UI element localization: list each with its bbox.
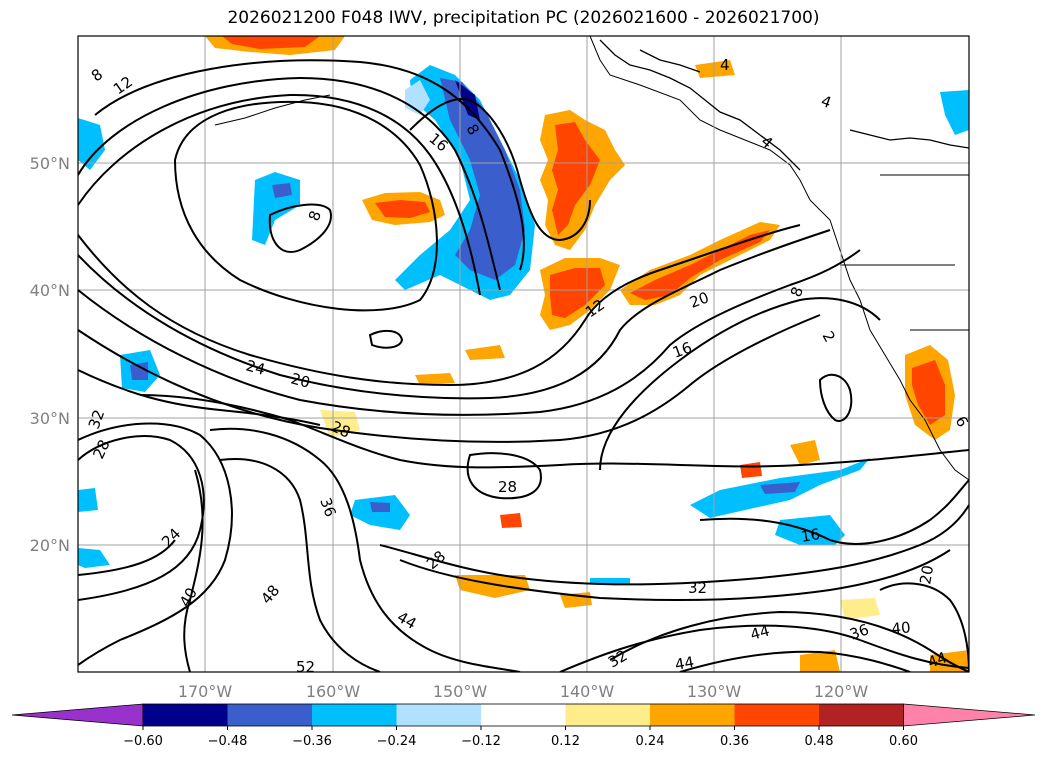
colorbar-tick-label: 0.12 — [551, 734, 580, 749]
colorbar-segment — [481, 704, 566, 726]
map-title: 2026021200 F048 IWV, precipitation PC (2… — [227, 8, 820, 28]
lat-label-50n: 50°N — [30, 154, 70, 173]
contour-label: 20 — [916, 564, 937, 586]
colorbar-tick-label: 0.48 — [805, 734, 834, 749]
colorbar-tick-label: 0.60 — [889, 734, 918, 749]
contour-label: 16 — [800, 525, 822, 546]
map-frame — [77, 35, 970, 673]
contour-label: 44 — [748, 622, 771, 644]
latitude-labels: 50°N 40°N 30°N 20°N — [30, 154, 70, 555]
contour-label: 24 — [244, 356, 267, 378]
lon-label-170w: 170°W — [178, 682, 233, 701]
lat-label-20n: 20°N — [30, 536, 70, 555]
lat-label-40n: 40°N — [30, 281, 70, 300]
map-panel — [78, 36, 969, 672]
colorbar-extension-high — [903, 703, 1036, 727]
lon-label-140w: 140°W — [560, 682, 615, 701]
colorbar-segment — [143, 704, 228, 726]
colorbar: −0.60 −0.48 −0.36 −0.24 −0.12 0.12 0.24 0.36 0.4… — [11, 703, 1036, 749]
colorbar-segment — [565, 704, 651, 726]
contour-label: 44 — [674, 653, 696, 674]
colorbar-segment — [734, 704, 820, 726]
iwv-contour-layer — [78, 59, 969, 672]
contour-label: 20 — [289, 369, 312, 391]
contour-label: 40 — [891, 618, 912, 638]
colorbar-segment — [396, 704, 482, 726]
contour-label: 44 — [925, 648, 949, 671]
lon-label-130w: 130°W — [687, 682, 742, 701]
colorbar-segment — [227, 704, 313, 726]
precipitation-fill-layer — [78, 36, 969, 672]
contour-label: 28 — [498, 478, 517, 496]
colorbar-tick-label: −0.36 — [292, 734, 332, 749]
contour-label: 32 — [688, 579, 707, 597]
contour-label: 16 — [670, 338, 694, 361]
colorbar-tick-label: 0.36 — [720, 734, 749, 749]
lon-label-150w: 150°W — [433, 682, 488, 701]
colorbar-segment — [819, 704, 904, 726]
graticule — [78, 36, 969, 672]
colorbar-tick-label: −0.48 — [208, 734, 248, 749]
contour-label: 52 — [296, 658, 315, 676]
colorbar-extension-low — [11, 703, 144, 727]
colorbar-tick-label: 0.24 — [636, 734, 665, 749]
colorbar-segment — [650, 704, 735, 726]
colorbar-segment — [312, 704, 397, 726]
colorbar-tick-label: −0.24 — [377, 734, 417, 749]
lon-label-160w: 160°W — [306, 682, 361, 701]
longitude-labels: 170°W 160°W 150°W 140°W 130°W 120°W — [178, 682, 869, 701]
colorbar-outline — [142, 703, 904, 727]
contour-label: 36 — [316, 495, 339, 519]
contour-label: 4 — [720, 56, 730, 74]
contour-label: 36 — [847, 620, 871, 643]
coastline-layer — [214, 36, 969, 481]
lat-label-30n: 30°N — [30, 409, 70, 428]
contour-label: 20 — [687, 288, 711, 311]
colorbar-tick-label: −0.12 — [461, 734, 501, 749]
alaska-coast-detail — [599, 39, 969, 171]
lon-label-120w: 120°W — [814, 682, 869, 701]
colorbar-tick-label: −0.60 — [123, 734, 163, 749]
contour-label: 32 — [85, 407, 108, 431]
